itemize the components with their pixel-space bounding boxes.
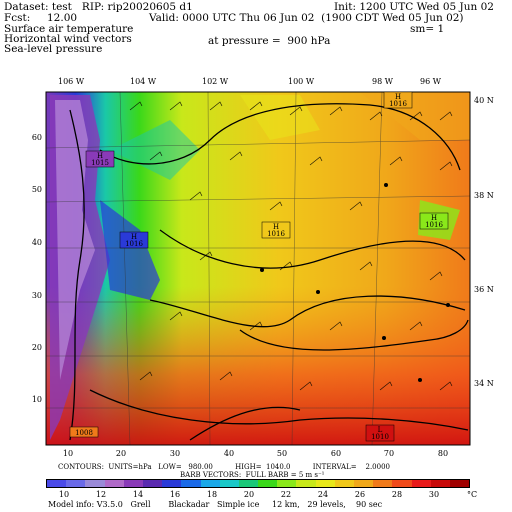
svg-text:1016: 1016	[125, 240, 143, 248]
lat-label: 40 N	[474, 96, 494, 105]
grid-col-label: 10	[63, 449, 73, 458]
field-wind: Horizontal wind vectors	[4, 33, 132, 45]
map-frame	[45, 91, 471, 446]
grid-row-label: 30	[32, 291, 42, 300]
svg-text:H: H	[273, 223, 279, 231]
smoothing-label: sm= 1	[410, 23, 445, 35]
grid-row-label: 60	[32, 133, 42, 142]
pressure-label: 1008	[69, 426, 99, 438]
pressure-level: at pressure = 900 hPa	[208, 35, 331, 47]
colorbar	[46, 479, 470, 488]
colorbar-swatch	[238, 480, 259, 487]
grid-row-label: 10	[32, 395, 42, 404]
grid-row-label: 50	[32, 185, 42, 194]
svg-text:H: H	[97, 152, 103, 160]
grid-col-label: 60	[331, 449, 341, 458]
grid-col-label: 80	[438, 449, 448, 458]
grid-col-label: 30	[170, 449, 180, 458]
colorbar-label: 20	[243, 490, 255, 499]
svg-text:1008: 1008	[75, 429, 93, 437]
colorbar-label: 12	[95, 490, 107, 499]
model-info: Model info: V3.5.0 Grell Blackadar Simpl…	[48, 500, 383, 509]
colorbar-swatch	[354, 480, 374, 487]
grid-row-label: 20	[32, 343, 42, 352]
colorbar-swatch	[85, 480, 105, 487]
colorbar-swatch	[315, 480, 335, 487]
svg-text:H: H	[395, 93, 401, 101]
colorbar-swatch	[219, 480, 239, 487]
pressure-low-label: L 1010	[365, 424, 395, 442]
svg-text:1015: 1015	[91, 159, 109, 167]
contour-info: CONTOURS: UNITS=hPa LOW= 980.00 HIGH= 10…	[58, 463, 390, 471]
grid-col-label: 50	[277, 449, 287, 458]
colorbar-swatch	[392, 480, 412, 487]
svg-text:1016: 1016	[267, 230, 285, 238]
colorbar-swatch	[449, 480, 470, 487]
colorbar-swatch	[123, 480, 143, 487]
lon-label: 104 W	[130, 77, 157, 86]
svg-text:1016: 1016	[425, 221, 443, 229]
grid-col-label: 40	[224, 449, 234, 458]
colorbar-label: 24	[317, 490, 329, 499]
colorbar-swatch	[296, 480, 316, 487]
dataset-label: Dataset: test RIP: rip20020605 d1	[4, 1, 193, 13]
lon-label: 106 W	[58, 77, 85, 86]
pressure-high-label: H 1016	[261, 221, 291, 239]
colorbar-swatch	[334, 480, 354, 487]
colorbar-unit: °C	[466, 490, 478, 499]
pressure-high-label: H 1016	[419, 212, 449, 230]
colorbar-swatch	[142, 480, 163, 487]
grid-row-label: 40	[32, 238, 42, 247]
svg-text:1016: 1016	[389, 100, 407, 108]
colorbar-swatch	[258, 480, 278, 487]
forecast-hour: Fcst: 12.00	[4, 12, 78, 24]
colorbar-swatch	[66, 480, 86, 487]
grid-col-label: 20	[116, 449, 126, 458]
colorbar-swatch	[47, 480, 67, 487]
colorbar-swatch	[411, 480, 431, 487]
svg-text:L: L	[378, 426, 383, 434]
svg-text:H: H	[131, 233, 137, 241]
colorbar-swatch	[181, 480, 201, 487]
colorbar-swatch	[162, 480, 182, 487]
colorbar-swatch	[430, 480, 450, 487]
colorbar-label: 22	[280, 490, 292, 499]
colorbar-swatch	[200, 480, 220, 487]
colorbar-swatch	[277, 480, 297, 487]
lat-label: 36 N	[474, 285, 494, 294]
lat-label: 38 N	[474, 191, 494, 200]
field-temperature: Surface air temperature	[4, 23, 134, 35]
colorbar-label: 30	[428, 490, 440, 499]
colorbar-label: 18	[206, 490, 218, 499]
colorbar-label: 28	[391, 490, 403, 499]
svg-text:H: H	[431, 214, 437, 222]
lat-label: 34 N	[474, 379, 494, 388]
valid-time: Valid: 0000 UTC Thu 06 Jun 02 (1900 CDT …	[149, 12, 464, 24]
pressure-high-label: H 1015	[85, 150, 115, 168]
lon-label: 102 W	[202, 77, 229, 86]
colorbar-swatch	[373, 480, 393, 487]
pressure-high-label: H 1016	[119, 231, 149, 249]
init-time: Init: 1200 UTC Wed 05 Jun 02	[334, 1, 494, 13]
colorbar-label: 10	[58, 490, 70, 499]
grid-col-label: 70	[384, 449, 394, 458]
field-slp: Sea-level pressure	[4, 43, 103, 55]
lon-label: 100 W	[288, 77, 315, 86]
colorbar-swatch	[104, 480, 124, 487]
barb-info: BARB VECTORS: FULL BARB = 5 m s⁻¹	[180, 471, 325, 479]
svg-text:1010: 1010	[371, 433, 389, 441]
colorbar-label: 26	[354, 490, 366, 499]
lon-label: 96 W	[420, 77, 442, 86]
pressure-high-label: H 1016	[383, 91, 413, 109]
colorbar-label: 14	[132, 490, 144, 499]
lon-label: 98 W	[372, 77, 394, 86]
colorbar-label: 16	[169, 490, 181, 499]
